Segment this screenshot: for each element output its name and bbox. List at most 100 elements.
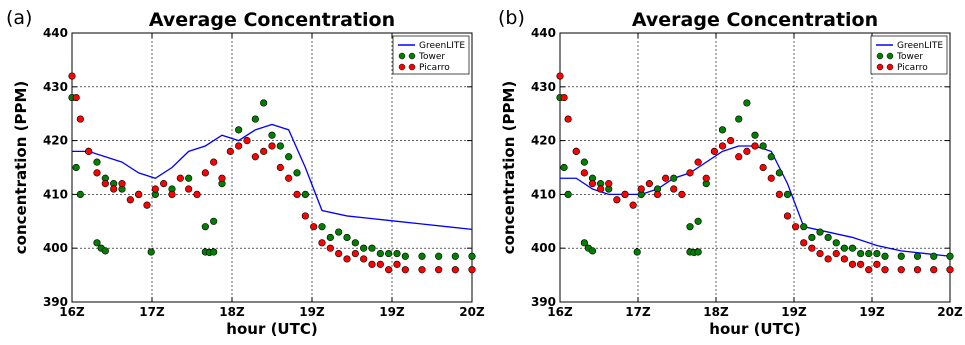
legend-label: Picarro <box>419 63 450 73</box>
data-point <box>318 223 326 231</box>
data-point <box>775 169 783 177</box>
x-tick-label: 18Z <box>219 305 245 319</box>
data-point <box>930 252 938 260</box>
data-point <box>629 201 637 209</box>
data-point <box>580 239 588 247</box>
data-point <box>326 244 334 252</box>
data-point <box>135 190 143 198</box>
data-point <box>368 244 376 252</box>
data-point <box>335 249 343 258</box>
data-point <box>857 260 865 268</box>
data-point <box>662 174 670 182</box>
data-point <box>351 249 359 258</box>
y-tick-label: 440 <box>531 26 556 40</box>
data-point <box>351 239 359 247</box>
data-point <box>226 147 234 155</box>
data-point <box>101 180 109 188</box>
data-point <box>645 180 653 188</box>
y-tick-label: 400 <box>531 241 556 255</box>
legend-swatch <box>408 52 416 60</box>
data-point <box>808 244 816 252</box>
data-point <box>68 72 76 80</box>
x-tick-label: 19Z <box>781 305 807 319</box>
data-point <box>783 190 792 198</box>
data-point <box>727 137 735 145</box>
data-point <box>580 158 588 166</box>
legend-label: Picarro <box>897 63 928 73</box>
legend-swatch <box>398 63 406 71</box>
data-point <box>865 249 873 258</box>
data-point <box>670 174 678 182</box>
data-point <box>564 190 572 198</box>
data-point <box>285 174 293 182</box>
data-point <box>686 169 694 177</box>
data-point <box>101 247 109 255</box>
data-point <box>435 252 443 260</box>
legend-swatch <box>886 52 894 60</box>
data-point <box>588 247 597 255</box>
data-point <box>201 223 209 231</box>
legend-box <box>870 35 948 75</box>
x-tick-label: 17Z <box>139 305 165 319</box>
data-point <box>401 252 409 260</box>
data-point <box>775 190 783 198</box>
data-point <box>285 153 293 161</box>
data-point <box>897 252 905 260</box>
data-point <box>418 252 426 260</box>
data-point <box>76 190 84 198</box>
legend-swatch <box>408 63 416 71</box>
legend-box <box>392 35 470 75</box>
y-tick-label: 430 <box>43 80 68 94</box>
data-point <box>816 228 824 236</box>
panel-letter: (b) <box>498 7 525 29</box>
data-point <box>613 196 621 204</box>
data-point <box>468 252 476 260</box>
data-point <box>301 190 309 198</box>
data-point <box>268 142 276 150</box>
data-point <box>268 131 276 139</box>
data-point <box>343 255 351 263</box>
data-point <box>633 248 641 256</box>
data-point <box>913 252 922 260</box>
y-axis-label: concentration (PPM) <box>500 81 518 254</box>
legend-label: GreenLITE <box>897 41 943 51</box>
data-point <box>451 266 459 274</box>
x-tick-label: 17Z <box>625 305 651 319</box>
data-point <box>276 163 284 172</box>
data-point <box>686 223 694 231</box>
data-point <box>251 115 259 123</box>
series-picarro <box>68 72 476 274</box>
data-point <box>376 260 384 268</box>
data-point <box>210 248 218 256</box>
data-point <box>335 228 343 236</box>
legend-label: Tower <box>418 52 445 62</box>
data-point <box>151 185 159 193</box>
data-point <box>110 185 118 193</box>
x-tick-label: 16Z <box>59 305 85 319</box>
series-line <box>72 123 473 231</box>
data-point <box>913 266 922 274</box>
legend-swatch <box>886 63 894 71</box>
data-point <box>800 239 808 247</box>
data-point <box>201 169 209 177</box>
data-point <box>218 174 226 182</box>
data-point <box>176 174 184 182</box>
data-point <box>840 244 848 252</box>
panel-b: (b) Average Concentration 390 400 410 420 430 4… <box>498 7 963 338</box>
data-point <box>560 163 568 172</box>
data-point <box>670 185 678 193</box>
series-greenlite <box>72 123 473 231</box>
data-point <box>326 233 334 242</box>
data-point <box>564 115 572 123</box>
data-point <box>93 239 101 247</box>
data-point <box>735 115 743 123</box>
data-point <box>368 260 376 268</box>
y-tick-label: 410 <box>43 187 68 201</box>
y-tick-label: 400 <box>43 241 68 255</box>
y-tick-label: 390 <box>531 295 556 309</box>
data-point <box>393 260 401 268</box>
data-point <box>848 260 857 268</box>
data-point <box>792 223 800 231</box>
data-point <box>832 239 840 247</box>
